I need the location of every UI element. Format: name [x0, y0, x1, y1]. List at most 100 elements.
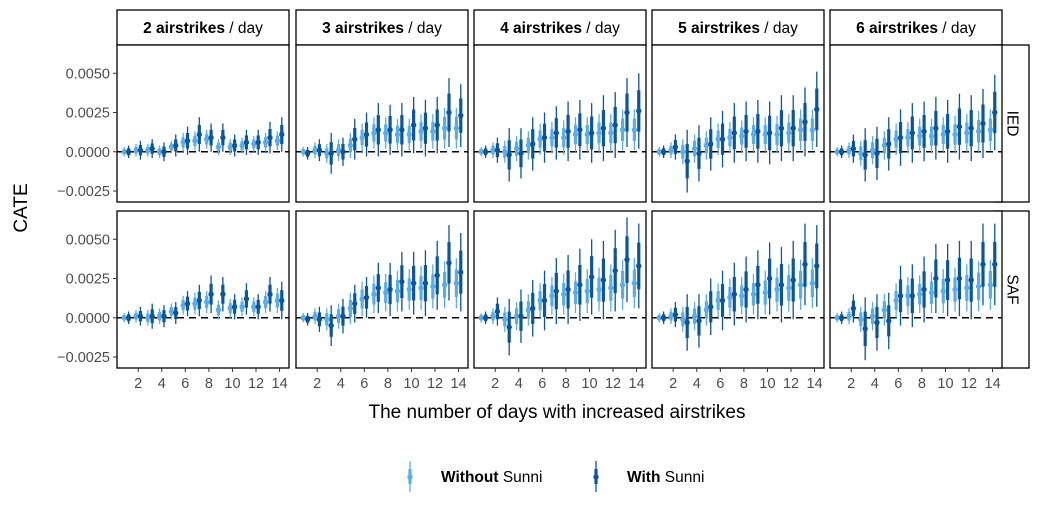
column-strip-suffix: / day	[404, 20, 442, 37]
point-estimate	[672, 144, 679, 150]
series-with-sunni	[660, 223, 820, 351]
point-estimate	[814, 263, 820, 269]
column-strip-label-1: 2 airstrikes / day	[143, 20, 263, 37]
point-estimate	[715, 136, 721, 142]
panel-border	[116, 210, 290, 369]
point-estimate	[478, 149, 484, 155]
point-estimate	[696, 150, 702, 157]
point-estimate	[382, 289, 389, 296]
x-tick-label: 10	[403, 376, 419, 392]
series-with-sunni	[838, 74, 998, 182]
point-estimate	[513, 145, 520, 152]
point-estimate	[656, 149, 662, 155]
point-estimate	[541, 297, 548, 304]
point-estimate	[482, 149, 489, 155]
point-estimate	[992, 109, 998, 116]
point-estimate	[184, 300, 191, 307]
x-tick-label: 6	[716, 376, 724, 392]
point-estimate	[897, 293, 904, 299]
x-tick-label: 4	[337, 376, 345, 392]
point-estimate	[850, 145, 857, 152]
point-estimate	[502, 316, 508, 323]
point-estimate	[125, 149, 132, 155]
point-estimate	[262, 139, 269, 146]
x-tick-label: 12	[248, 376, 264, 392]
point-estimate	[220, 291, 226, 297]
panel-background	[296, 45, 468, 202]
point-estimate	[933, 125, 939, 131]
point-estimate	[149, 145, 155, 152]
point-estimate	[203, 299, 210, 305]
point-estimate	[196, 131, 203, 138]
point-estimate	[279, 131, 285, 138]
point-estimate	[572, 289, 579, 296]
point-estimate	[608, 285, 614, 291]
point-estimate	[809, 280, 816, 286]
x-tick-label: 2	[491, 376, 499, 392]
point-estimate	[703, 307, 710, 313]
point-estimate	[619, 282, 626, 288]
point-estimate	[549, 134, 555, 141]
point-estimate	[553, 130, 560, 136]
point-estimate	[215, 307, 222, 313]
point-estimate	[719, 297, 726, 304]
point-estimate	[430, 283, 436, 290]
panel-background	[117, 45, 289, 202]
point-estimate	[180, 139, 186, 146]
point-estimate	[422, 280, 429, 286]
point-estimate	[696, 318, 702, 324]
point-estimate	[766, 275, 773, 282]
point-estimate	[215, 144, 222, 150]
point-estimate	[897, 134, 904, 141]
point-estimate	[668, 313, 674, 319]
point-estimate	[394, 288, 401, 294]
column-strip-2	[295, 9, 469, 46]
point-estimate	[418, 128, 424, 135]
point-estimate	[375, 285, 382, 291]
x-tick-label: 4	[871, 376, 879, 392]
point-estimate	[584, 131, 590, 138]
column-strip-bold: 3 airstrikes	[322, 20, 404, 37]
point-estimate	[422, 125, 429, 131]
point-estimate	[684, 158, 690, 164]
point-estimate	[192, 138, 198, 144]
point-estimate	[541, 134, 548, 141]
panel-saf-col-3	[473, 210, 647, 369]
y-tick-label: 0.0000	[66, 311, 110, 327]
point-estimate	[274, 138, 281, 144]
point-estimate	[956, 123, 963, 130]
point-estimate	[992, 261, 998, 268]
point-estimate	[375, 127, 382, 133]
legend-item-with-sunni: With Sunni	[593, 461, 704, 492]
point-estimate	[251, 304, 257, 310]
x-tick-label: 12	[427, 376, 443, 392]
point-estimate	[441, 125, 448, 131]
point-estimate	[340, 313, 346, 319]
point-estimate	[600, 125, 607, 131]
point-estimate	[347, 142, 354, 149]
point-estimate	[975, 283, 982, 290]
point-estimate	[255, 139, 261, 146]
y-tick-label: −0.0025	[57, 184, 110, 200]
point-estimate	[881, 142, 888, 149]
point-estimate	[755, 128, 761, 135]
point-estimate	[708, 304, 714, 310]
panel-saf-col-4	[651, 210, 825, 369]
point-estimate	[502, 149, 508, 155]
point-estimate	[316, 316, 323, 323]
column-strip-suffix: / day	[938, 20, 976, 37]
x-tick-label: 14	[807, 376, 823, 392]
panel-ied-col-4	[651, 44, 825, 203]
column-strip-suffix: / day	[225, 20, 263, 37]
point-estimate	[340, 149, 346, 155]
point-estimate	[161, 313, 167, 319]
series-without-sunni	[121, 129, 281, 159]
series-without-sunni	[121, 287, 281, 326]
x-tick-label: 8	[562, 376, 570, 392]
point-estimate	[881, 307, 888, 313]
point-estimate	[944, 128, 951, 135]
series-without-sunni	[478, 109, 638, 163]
series-without-sunni	[656, 109, 816, 165]
point-estimate	[453, 280, 460, 286]
x-tick-label: 2	[669, 376, 677, 392]
